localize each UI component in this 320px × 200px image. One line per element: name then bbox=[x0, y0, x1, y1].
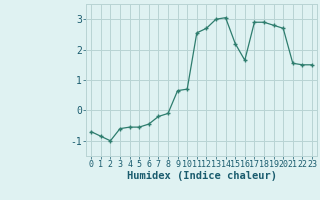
X-axis label: Humidex (Indice chaleur): Humidex (Indice chaleur) bbox=[127, 171, 276, 181]
